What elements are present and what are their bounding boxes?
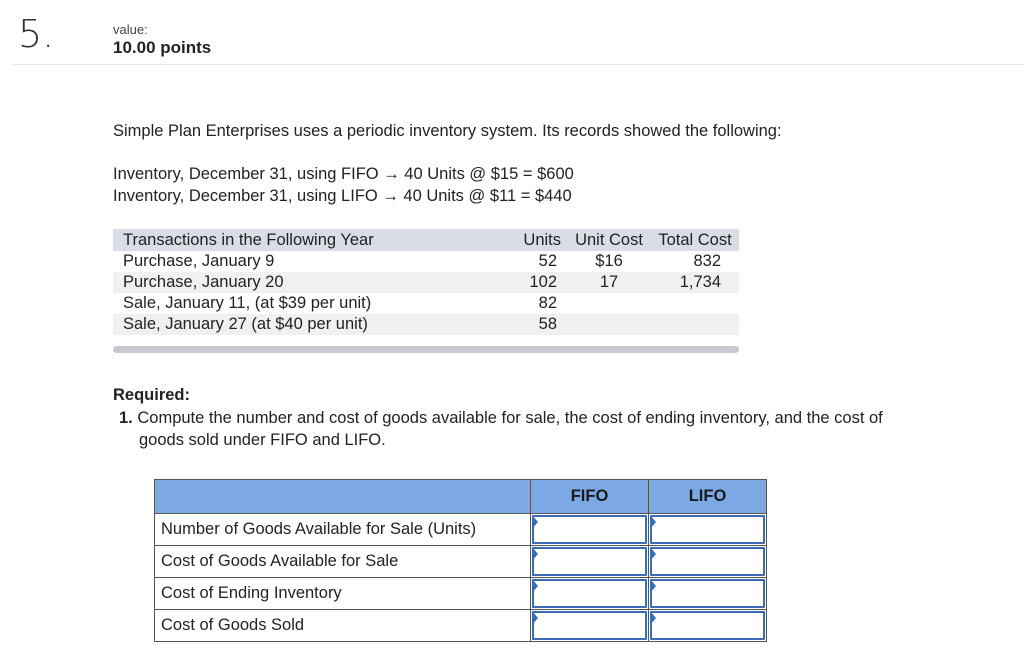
value-points: 10.00 points (113, 38, 212, 57)
input-box[interactable] (532, 547, 647, 576)
input-marker-icon (532, 611, 538, 625)
input-marker-icon (532, 579, 538, 593)
required-item-number: 1. (119, 409, 133, 427)
header-units: Units (505, 229, 567, 251)
lifo-ending-inventory-input[interactable] (648, 577, 767, 610)
answer-row-label: Cost of Ending Inventory (154, 577, 531, 610)
row-units: 52 (538, 252, 557, 270)
row-label: Purchase, January 20 (113, 272, 505, 293)
value-label: value: (113, 22, 148, 37)
required-item-line1: Compute the number and cost of goods ava… (137, 409, 883, 427)
inventory-fifo-line: Inventory, December 31, using FIFO → 40 … (113, 165, 574, 183)
input-marker-icon (650, 611, 656, 625)
fifo-units-input[interactable] (530, 513, 649, 546)
answer-row-label: Cost of Goods Available for Sale (154, 545, 531, 578)
input-box[interactable] (532, 579, 647, 608)
table-row: Purchase, January 20 102 17 1,734 (113, 272, 739, 293)
required-item: 1. Compute the number and cost of goods … (119, 407, 999, 451)
answer-row-label: Number of Goods Available for Sale (Unit… (154, 513, 531, 546)
lifo-cost-available-input[interactable] (648, 545, 767, 578)
required-item-line2: goods sold under FIFO and LIFO. (139, 431, 386, 449)
row-unit-cost (567, 293, 651, 314)
table-row: Sale, January 11, (at $39 per unit) 82 (113, 293, 739, 314)
answer-header-lifo: LIFO (648, 479, 767, 514)
transactions-table-container: Transactions in the Following Year Units… (113, 229, 739, 335)
fifo-cogs-input[interactable] (530, 609, 649, 642)
fifo-ending-inventory-input[interactable] (530, 577, 649, 610)
row-label: Sale, January 27 (at $40 per unit) (113, 314, 505, 335)
lifo-cogs-input[interactable] (648, 609, 767, 642)
input-box[interactable] (532, 611, 647, 640)
inventory-lifo-line: Inventory, December 31, using LIFO → 40 … (113, 187, 572, 205)
row-total-cost: 1,734 (651, 272, 739, 293)
header-total-cost: Total Cost (651, 229, 739, 251)
answer-row-label: Cost of Goods Sold (154, 609, 531, 642)
answer-row: Cost of Ending Inventory (154, 577, 767, 610)
fifo-cost-available-input[interactable] (530, 545, 649, 578)
table-row: Sale, January 27 (at $40 per unit) 58 (113, 314, 739, 335)
row-unit-cost: $16 (595, 252, 623, 270)
input-marker-icon (532, 515, 538, 529)
answer-row: Cost of Goods Available for Sale (154, 545, 767, 578)
answer-header-fifo: FIFO (530, 479, 649, 514)
answer-table: FIFO LIFO Number of Goods Available for … (154, 479, 767, 642)
input-marker-icon (650, 579, 656, 593)
input-box[interactable] (532, 515, 647, 544)
row-total-cost (651, 314, 739, 335)
answer-row: Cost of Goods Sold (154, 609, 767, 642)
row-label: Sale, January 11, (at $39 per unit) (123, 294, 372, 312)
answer-header-blank (154, 479, 531, 514)
input-box[interactable] (650, 579, 765, 608)
header-unit-cost: Unit Cost (567, 229, 651, 251)
input-marker-icon (650, 547, 656, 561)
question-number: 5. (18, 12, 55, 56)
input-box[interactable] (650, 515, 765, 544)
input-marker-icon (532, 547, 538, 561)
required-heading: Required: (113, 386, 191, 404)
input-box[interactable] (650, 547, 765, 576)
table-row: Purchase, January 9 52 $16 832 (113, 251, 739, 272)
header-divider (12, 64, 1024, 65)
row-label: Purchase, January 9 (123, 252, 275, 270)
transactions-table: Transactions in the Following Year Units… (113, 229, 739, 335)
input-box[interactable] (650, 611, 765, 640)
transactions-header-row: Transactions in the Following Year Units… (113, 229, 739, 251)
row-units: 58 (505, 314, 567, 335)
header-transactions: Transactions in the Following Year (113, 229, 505, 251)
input-marker-icon (650, 515, 656, 529)
answer-header-row: FIFO LIFO (154, 479, 767, 514)
row-unit-cost: 17 (567, 272, 651, 293)
row-unit-cost (567, 314, 651, 335)
row-total-cost (651, 293, 739, 314)
horizontal-scrollbar[interactable] (113, 346, 739, 353)
row-total-cost: 832 (693, 252, 721, 270)
answer-row: Number of Goods Available for Sale (Unit… (154, 513, 767, 546)
row-units: 102 (505, 272, 567, 293)
row-units: 82 (538, 294, 557, 312)
lifo-units-input[interactable] (648, 513, 767, 546)
problem-statement: Simple Plan Enterprises uses a periodic … (113, 122, 782, 140)
